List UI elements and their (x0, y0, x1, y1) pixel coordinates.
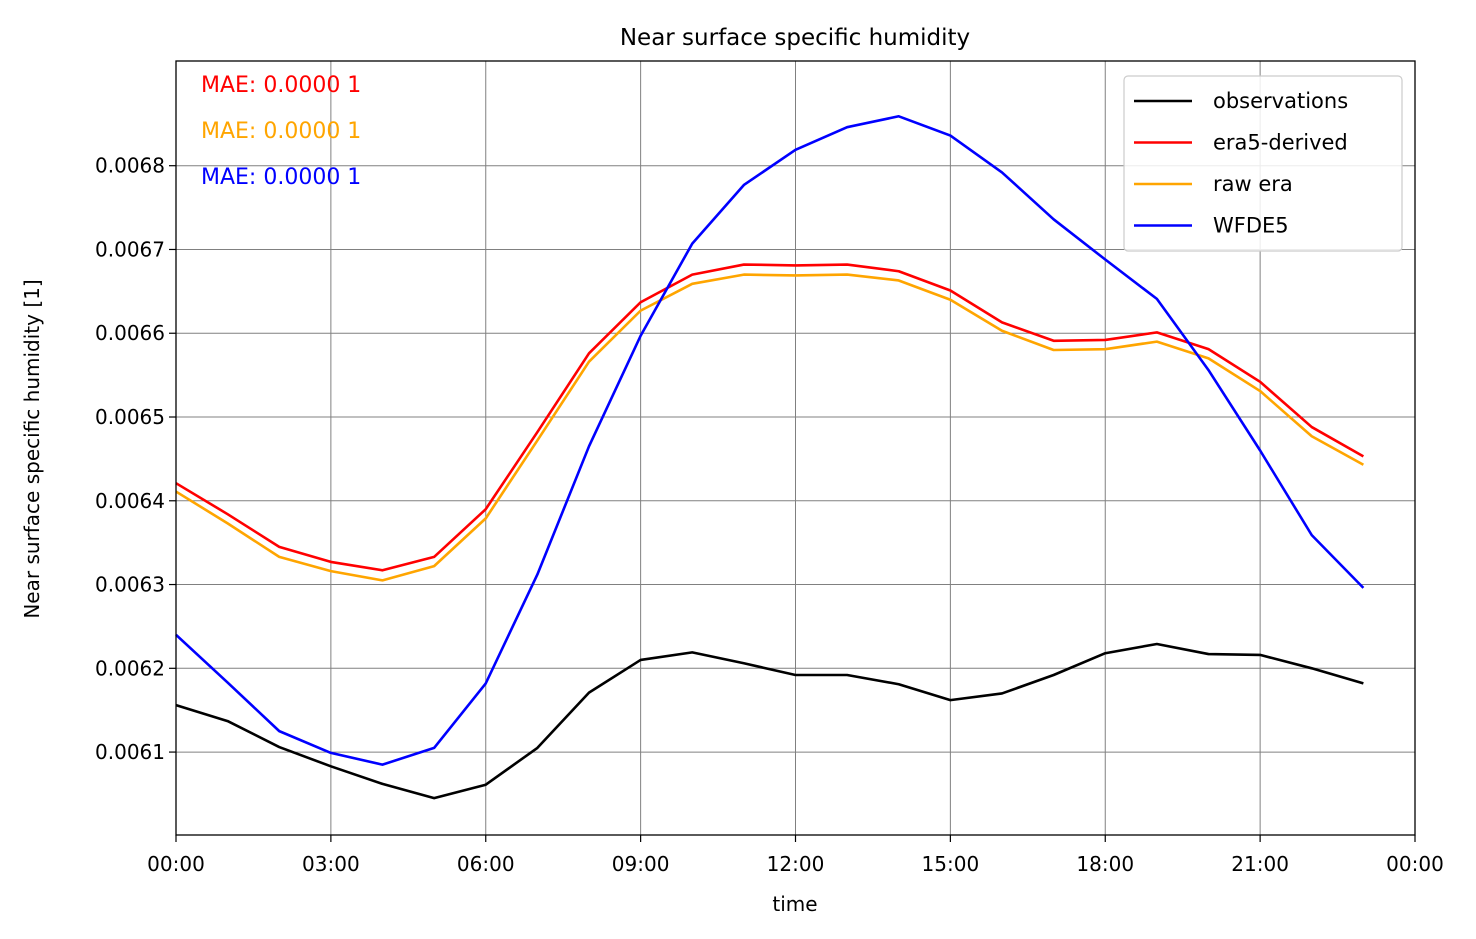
x-tick-label: 06:00 (457, 852, 515, 876)
legend-box (1123, 75, 1403, 252)
x-tick-label: 18:00 (1076, 852, 1134, 876)
legend-label: era5-derived (1213, 131, 1348, 155)
x-tick-label: 00:00 (1386, 852, 1444, 876)
ticks: 00:00 03:00 06:00 09:00 12:00 15:00 18:00 21:00… (95, 154, 1444, 876)
y-tick-label: 0.0063 (95, 573, 165, 597)
y-tick-label: 0.0065 (95, 405, 165, 429)
legend-label: observations (1213, 89, 1348, 113)
y-tick-label: 0.0068 (95, 154, 165, 178)
y-tick-label: 0.0062 (95, 656, 165, 680)
mae-annotations: MAE: 0.0000 1 MAE: 0.0000 1 MAE: 0.0000 1 (201, 73, 361, 190)
x-axis-label: time (772, 892, 817, 916)
x-tick-label: 09:00 (612, 852, 670, 876)
series-line-wfde5 (175, 114, 1365, 766)
series-group (175, 114, 1365, 800)
series-line-observations (175, 642, 1364, 800)
legend-label: WFDE5 (1213, 214, 1289, 238)
x-tick-label: 03:00 (302, 852, 360, 876)
series-line-raw-era (175, 273, 1365, 582)
mae-annotation: MAE: 0.0000 1 (201, 165, 361, 190)
series-line-era5-derived (175, 263, 1365, 572)
legend-label: raw era (1213, 172, 1293, 196)
y-tick-label: 0.0066 (95, 321, 165, 345)
mae-annotation: MAE: 0.0000 1 (201, 73, 361, 98)
y-tick-label: 0.0061 (95, 740, 165, 764)
x-tick-label: 21:00 (1231, 852, 1289, 876)
y-tick-label: 0.0064 (95, 489, 165, 513)
y-tick-label: 0.0067 (95, 237, 165, 261)
chart-title: Near surface specific humidity (620, 25, 970, 51)
mae-annotation: MAE: 0.0000 1 (201, 119, 361, 144)
legend: observations era5-derived raw era WFDE5 (1123, 75, 1403, 252)
y-axis-label: Near surface specific humidity [1] (20, 279, 44, 618)
x-tick-label: 12:00 (767, 852, 825, 876)
x-tick-label: 15:00 (922, 852, 980, 876)
x-tick-label: 00:00 (147, 852, 205, 876)
